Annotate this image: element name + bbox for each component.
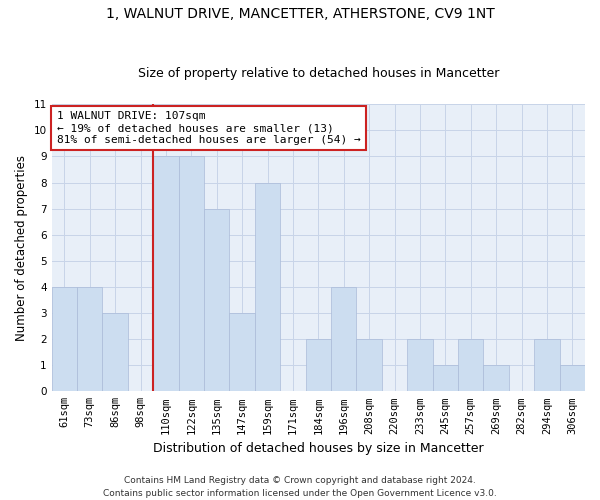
Bar xyxy=(204,208,229,392)
Bar xyxy=(560,365,585,392)
Text: 1, WALNUT DRIVE, MANCETTER, ATHERSTONE, CV9 1NT: 1, WALNUT DRIVE, MANCETTER, ATHERSTONE, … xyxy=(106,8,494,22)
Title: Size of property relative to detached houses in Mancetter: Size of property relative to detached ho… xyxy=(137,66,499,80)
Bar xyxy=(458,339,484,392)
Bar xyxy=(103,313,128,392)
Y-axis label: Number of detached properties: Number of detached properties xyxy=(15,155,28,341)
Bar xyxy=(153,156,179,392)
Bar xyxy=(484,365,509,392)
Bar xyxy=(534,339,560,392)
Bar xyxy=(229,313,255,392)
Bar xyxy=(255,182,280,392)
Bar xyxy=(331,287,356,392)
Bar xyxy=(52,287,77,392)
Bar xyxy=(179,156,204,392)
Text: Contains HM Land Registry data © Crown copyright and database right 2024.
Contai: Contains HM Land Registry data © Crown c… xyxy=(103,476,497,498)
Bar xyxy=(356,339,382,392)
Bar xyxy=(77,287,103,392)
X-axis label: Distribution of detached houses by size in Mancetter: Distribution of detached houses by size … xyxy=(153,442,484,455)
Bar xyxy=(305,339,331,392)
Bar xyxy=(433,365,458,392)
Text: 1 WALNUT DRIVE: 107sqm
← 19% of detached houses are smaller (13)
81% of semi-det: 1 WALNUT DRIVE: 107sqm ← 19% of detached… xyxy=(57,112,361,144)
Bar xyxy=(407,339,433,392)
